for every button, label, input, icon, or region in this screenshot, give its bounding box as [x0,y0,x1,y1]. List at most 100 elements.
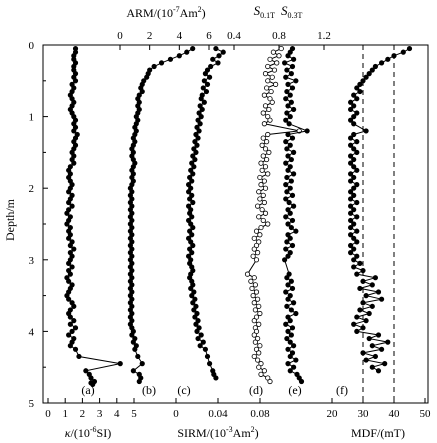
data-point-f [347,106,354,113]
data-point-f [347,142,354,148]
data-point-de [260,153,266,159]
data-point-a [67,314,73,320]
data-point-f [369,364,375,370]
data-point-f [354,214,360,220]
data-point-de [291,106,297,113]
panel-a: 0 1 2 3 4 5 (a) κ/(10-6SI) [45,45,137,440]
data-point-de [288,178,294,184]
data-point-f [347,232,354,238]
x-tick-label-c: 0.08 [250,408,270,420]
data-point-c [213,375,219,381]
x-tick-label-b: 2 [147,30,153,42]
data-point-de [262,71,269,77]
data-point-de [261,199,267,206]
x-tick-label-f: 50 [420,408,432,420]
data-point-de [285,232,291,238]
series-line-a-0 [66,48,121,385]
data-point-de [285,221,291,227]
data-point-b [190,45,196,52]
data-point-de [260,110,266,116]
data-point-de [287,114,293,120]
data-point-de [259,207,265,213]
data-point-de [288,99,294,105]
data-point-de [293,228,299,234]
data-point-de [283,117,289,123]
data-point-de [283,160,289,166]
data-point-de [265,375,271,381]
panel-label-e: (e) [288,383,301,397]
depth-axis-label: Depth/m [3,198,17,241]
data-point-de [253,228,260,234]
x-tick-label-c: 0 [173,408,179,420]
data-point-de [262,210,269,216]
data-point-a [69,203,75,209]
data-point-de [285,131,291,138]
data-point-de [257,310,263,317]
data-point-c [215,60,221,66]
data-point-a [66,235,72,241]
data-point-de [287,92,293,98]
data-point-de [269,99,275,105]
data-point-f [360,350,366,356]
data-point-c [186,189,192,195]
panel-de: 0.4 0.8 1.2 (d) (e) S0.1T S0.3T [227,3,331,397]
data-point-de [255,250,261,256]
panel-f: 20 30 40 50 (f) MDF/(mT) [327,45,432,440]
data-point-de [286,121,292,127]
data-point-c [199,106,205,113]
data-point-de [260,192,266,198]
data-point-c [189,214,195,220]
data-point-de [289,135,296,141]
data-point-de [285,103,291,109]
data-point-c [195,335,201,342]
data-point-de [256,350,262,356]
data-point-de [261,178,267,184]
data-point-de [291,364,297,370]
data-point-f [354,96,360,102]
data-point-f [372,275,378,281]
data-point-f [354,199,360,206]
data-point-de [291,149,297,155]
data-point-f [357,88,363,95]
data-point-f [354,182,360,188]
data-point-de [285,296,291,302]
data-point-f [351,264,357,270]
data-point-f [351,92,357,98]
data-point-c [194,328,200,334]
data-point-a [88,375,94,381]
data-point-de [289,350,296,356]
depth-tick-label: 4 [29,326,35,338]
data-point-de [265,114,271,120]
data-point-de [274,60,280,66]
x-tick-label-de: 0.4 [227,30,241,42]
data-point-f [369,303,375,309]
data-point-de [287,210,293,216]
data-point-de [267,378,273,385]
x-axis-title-a: κ/(10-6SI) [65,425,111,440]
data-point-de [296,375,302,381]
data-point-de [253,314,260,320]
data-point-f [363,74,369,80]
data-point-f [366,335,372,342]
data-point-c [198,114,204,120]
data-point-de [261,121,267,127]
data-point-c [193,149,199,155]
data-point-de [283,182,289,188]
data-point-de [262,164,269,170]
data-point-f [347,117,354,123]
data-point-de [257,343,263,349]
data-point-de [256,214,262,220]
data-point-de [264,156,270,163]
data-point-c [197,343,203,349]
data-point-b [130,339,136,345]
data-point-c [198,96,204,102]
data-point-de [255,335,261,342]
data-point-f [351,221,357,227]
data-point-f [375,289,382,295]
data-point-f [360,278,366,284]
data-point-de [285,328,291,334]
data-point-f [354,167,360,173]
data-point-a [67,321,73,327]
data-point-de [289,85,296,91]
